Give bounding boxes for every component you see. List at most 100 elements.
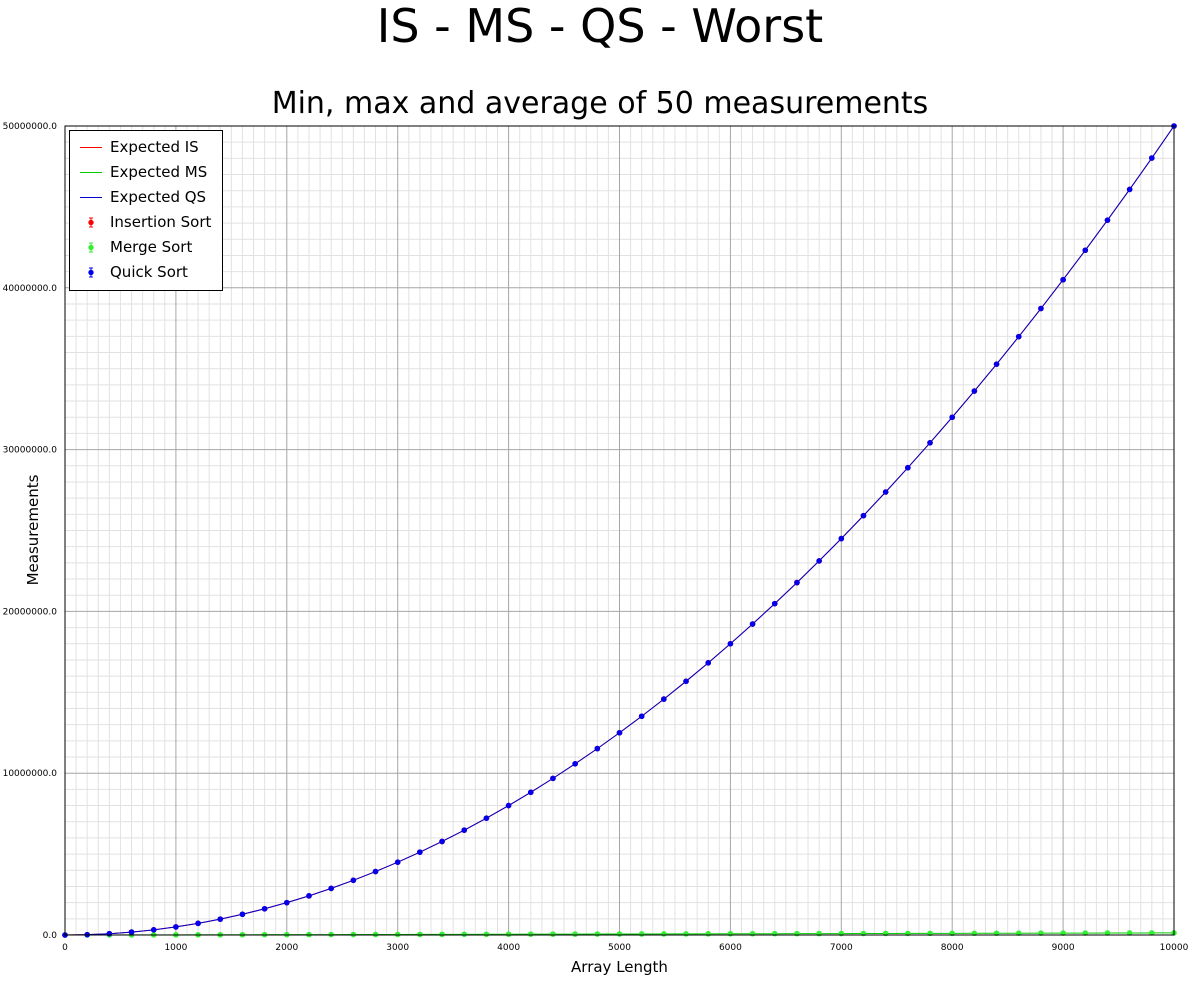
merge-sort-point: [1126, 930, 1133, 936]
legend-item-expected-qs: Expected QS: [70, 185, 222, 210]
quick-sort-point: [306, 893, 312, 899]
legend-label: Insertion Sort: [110, 213, 212, 231]
x-tick-label: 9000: [1052, 943, 1075, 953]
legend-label: Quick Sort: [110, 263, 188, 281]
quick-sort-point: [1015, 333, 1022, 340]
legend-label: Expected IS: [110, 138, 199, 156]
quick-sort-point: [882, 489, 889, 495]
plot-frame: [64, 125, 1175, 936]
quick-sort-point: [1149, 155, 1155, 161]
quick-sort-point: [905, 464, 911, 471]
quick-sort-point: [949, 414, 955, 421]
y-tick-label: 20000000.0: [3, 607, 58, 617]
quick-sort-point: [483, 815, 490, 821]
merge-sort-point: [372, 931, 379, 938]
x-tick-label: 1000: [164, 943, 187, 953]
merge-sort-point: [638, 931, 645, 937]
merge-sort-point: [771, 930, 778, 937]
merge-sort-point: [794, 930, 800, 937]
quick-sort-point: [683, 678, 689, 685]
merge-sort-point: [727, 930, 734, 937]
x-axis-ticks: 0 1000 2000 3000 4000 5000 6000 7000 8000 9000 100…: [62, 943, 1188, 953]
chart-subtitle: Min, max and average of 50 measurements: [272, 86, 929, 121]
quick-sort-point: [328, 885, 334, 892]
y-tick-label: 10000000.0: [3, 769, 58, 779]
quick-sort-point: [993, 361, 1000, 367]
quick-sort-point: [971, 388, 978, 394]
legend-item-insertion-sort: Insertion Sort: [70, 210, 222, 235]
quick-sort-point: [150, 927, 157, 933]
quick-sort-point: [239, 911, 246, 918]
merge-sort-point: [1149, 930, 1155, 936]
x-tick-label: 6000: [719, 943, 742, 953]
quick-sort-point: [838, 535, 845, 542]
legend-line-swatch: [80, 172, 102, 173]
quick-sort-point: [417, 849, 423, 855]
quick-sort-point: [1060, 276, 1066, 283]
merge-sort-point: [661, 931, 667, 937]
x-tick-label: 2000: [275, 943, 298, 953]
quick-sort-point: [527, 789, 534, 796]
x-tick-label: 0: [62, 943, 68, 953]
merge-sort-point: [417, 931, 423, 938]
y-tick-label: 0.0: [43, 931, 58, 941]
legend-item-quick-sort: Quick Sort: [70, 260, 222, 285]
merge-sort-point: [394, 931, 401, 938]
legend-label: Expected QS: [110, 188, 207, 206]
merge-sort-point: [550, 931, 556, 937]
x-tick-label: 5000: [608, 943, 631, 953]
quick-sort-point: [1038, 305, 1044, 312]
x-tick-label: 10000: [1160, 943, 1189, 953]
quick-sort-point: [771, 600, 778, 607]
merge-sort-point: [461, 931, 468, 938]
series-layer: [62, 123, 1177, 938]
merge-sort-point: [572, 931, 578, 937]
quick-sort-point: [128, 929, 135, 935]
legend-label: Expected MS: [110, 163, 208, 181]
x-tick-label: 3000: [386, 943, 409, 953]
quick-sort-point: [860, 512, 867, 519]
x-tick-label: 8000: [941, 943, 964, 953]
y-axis-label: Measurements: [24, 474, 42, 585]
merge-sort-point: [505, 931, 512, 938]
legend-point-swatch: [88, 267, 94, 278]
quick-sort-point: [394, 859, 401, 865]
legend-item-expected-ms: Expected MS: [70, 160, 222, 185]
quick-sort-point: [927, 440, 933, 446]
quick-sort-point: [550, 775, 556, 782]
x-axis-label: Array Length: [571, 958, 668, 976]
merge-sort-point: [439, 931, 445, 938]
merge-sort-series: [62, 930, 1177, 938]
quick-sort-point: [816, 558, 822, 564]
quick-sort-point: [572, 761, 578, 767]
quick-sort-point: [461, 827, 468, 833]
y-tick-label: 40000000.0: [3, 284, 58, 294]
merge-sort-point: [1104, 930, 1111, 936]
quick-sort-point: [372, 868, 379, 875]
legend-point-swatch: [88, 217, 94, 228]
merge-sort-point: [838, 930, 845, 937]
x-tick-label: 4000: [497, 943, 520, 953]
legend-point-swatch: [88, 242, 94, 253]
quick-sort-point: [439, 838, 445, 845]
quick-sort-point: [284, 899, 290, 906]
merge-sort-point: [1082, 930, 1089, 936]
legend-item-expected-is: Expected IS: [70, 135, 222, 160]
legend-item-merge-sort: Merge Sort: [70, 235, 222, 260]
merge-sort-point: [683, 931, 689, 937]
x-tick-label: 7000: [830, 943, 853, 953]
legend-line-swatch: [80, 147, 102, 148]
quick-sort-point: [173, 924, 179, 930]
quick-sort-point: [195, 920, 201, 927]
merge-sort-point: [483, 931, 490, 938]
legend-line-swatch: [80, 197, 102, 198]
merge-sort-point: [816, 930, 822, 937]
quick-sort-point: [505, 802, 512, 809]
quick-sort-point: [638, 713, 645, 720]
merge-sort-point: [594, 931, 601, 937]
merge-sort-point: [749, 930, 756, 937]
merge-sort-point: [705, 931, 712, 937]
quick-sort-point: [705, 660, 712, 666]
